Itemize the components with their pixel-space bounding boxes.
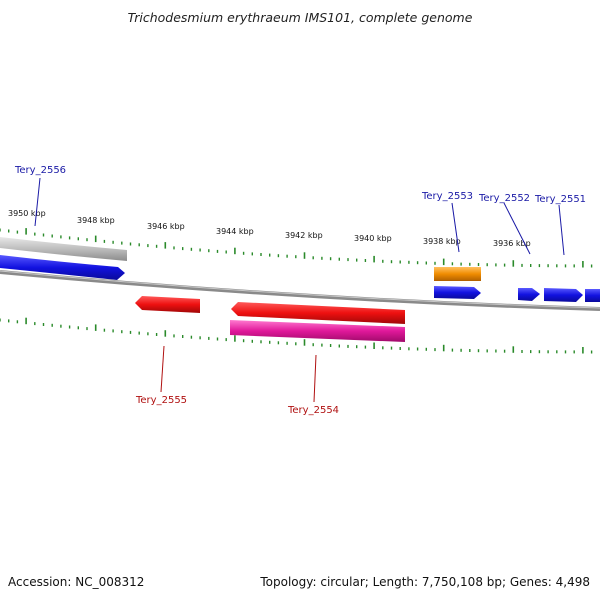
genome-summary-text: Topology: circular; Length: 7,750,108 bp… (259, 575, 590, 589)
reverse-strand-genes (135, 296, 405, 324)
tick-label-3936: 3936 kbp (493, 239, 531, 248)
label-leaders (34, 177, 565, 403)
tick-label-3940: 3940 kbp (354, 234, 392, 243)
label-tery-2556[interactable]: Tery_2556 (14, 165, 66, 176)
tick-label-3942: 3942 kbp (285, 231, 323, 240)
grey-feature-arc (0, 237, 127, 261)
gene-labels: Tery_2556 Tery_2553 Tery_2552 Tery_2551 … (14, 165, 586, 416)
label-tery-2554[interactable]: Tery_2554 (287, 405, 339, 416)
genome-backbone (0, 270, 600, 311)
tick-label-3948: 3948 kbp (77, 216, 115, 225)
gene-tery-2556[interactable] (0, 255, 125, 280)
page-title: Trichodesmium erythraeum IMS101, complet… (128, 10, 473, 25)
leader-tery-2556 (34, 177, 41, 227)
tick-label-3946: 3946 kbp (147, 222, 185, 231)
leader-tery-2554 (313, 354, 317, 403)
gene-tery-2554[interactable] (231, 302, 405, 324)
ruler-labels: 3950 kbp 3948 kbp 3946 kbp 3944 kbp 3942… (8, 209, 531, 248)
leader-tery-2552 (503, 202, 531, 255)
gene-tery-2552[interactable] (518, 288, 540, 301)
genome-backbone-highlight (0, 270, 600, 309)
inner-tick-ring (0, 317, 593, 354)
label-tery-2553[interactable]: Tery_2553 (421, 191, 473, 202)
leader-tery-2555 (160, 345, 165, 393)
label-tery-2552[interactable]: Tery_2552 (478, 193, 530, 204)
tick-label-3944: 3944 kbp (216, 227, 254, 236)
gene-partial-right[interactable] (585, 289, 600, 302)
rna-feature-orange[interactable] (434, 267, 481, 281)
tick-label-3938: 3938 kbp (423, 237, 461, 246)
leader-tery-2553 (451, 202, 460, 253)
outer-tick-ring (0, 228, 593, 268)
gene-tery-2551[interactable] (544, 288, 583, 302)
forward-strand-genes (0, 255, 600, 302)
leader-tery-2551 (558, 204, 565, 256)
accession-text: Accession: NC_008312 (8, 575, 144, 589)
label-tery-2555[interactable]: Tery_2555 (135, 395, 187, 406)
gene-tery-2553[interactable] (434, 286, 481, 299)
label-tery-2551[interactable]: Tery_2551 (534, 194, 586, 205)
tick-label-3950: 3950 kbp (8, 209, 46, 218)
gene-tery-2555[interactable] (135, 296, 200, 313)
rna-feature-magenta[interactable] (230, 320, 405, 342)
